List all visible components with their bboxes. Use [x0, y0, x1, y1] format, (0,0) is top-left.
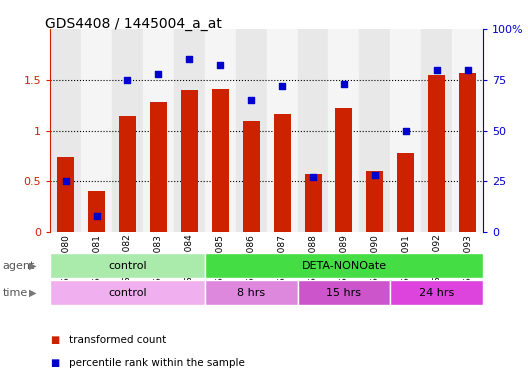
Point: [278, 83, 286, 89]
Text: transformed count: transformed count: [69, 335, 166, 345]
Point: [432, 66, 441, 73]
Point: [92, 213, 101, 219]
Text: time: time: [3, 288, 28, 298]
Bar: [174, 29, 205, 232]
Point: [185, 56, 194, 62]
Bar: [298, 29, 328, 232]
Point: [371, 172, 379, 179]
Bar: [305, 174, 322, 232]
Bar: [366, 171, 383, 232]
Point: [402, 127, 410, 134]
Point: [61, 178, 70, 184]
Bar: [428, 74, 445, 232]
Bar: [205, 29, 235, 232]
Bar: [150, 102, 167, 232]
Bar: [452, 29, 483, 232]
Point: [154, 71, 163, 77]
Bar: [205, 280, 298, 305]
Point: [340, 81, 348, 87]
Bar: [390, 280, 483, 305]
Bar: [243, 121, 260, 232]
Text: ▶: ▶: [29, 288, 36, 298]
Bar: [119, 116, 136, 232]
Bar: [112, 29, 143, 232]
Bar: [459, 73, 476, 232]
Point: [123, 76, 131, 83]
Bar: [298, 280, 390, 305]
Bar: [81, 29, 112, 232]
Text: ■: ■: [50, 358, 60, 368]
Bar: [421, 29, 452, 232]
Text: control: control: [108, 261, 147, 271]
Text: ■: ■: [50, 335, 60, 345]
Bar: [205, 253, 483, 278]
Bar: [50, 280, 205, 305]
Bar: [274, 114, 290, 232]
Bar: [181, 90, 198, 232]
Text: DETA-NONOate: DETA-NONOate: [301, 261, 386, 271]
Bar: [360, 29, 390, 232]
Text: control: control: [108, 288, 147, 298]
Point: [216, 62, 224, 68]
Text: agent: agent: [3, 261, 35, 271]
Bar: [143, 29, 174, 232]
Bar: [390, 29, 421, 232]
Point: [247, 97, 256, 103]
Text: percentile rank within the sample: percentile rank within the sample: [69, 358, 244, 368]
Bar: [397, 153, 414, 232]
Bar: [335, 108, 353, 232]
Text: ▶: ▶: [29, 261, 36, 271]
Point: [309, 174, 317, 180]
Text: 15 hrs: 15 hrs: [326, 288, 362, 298]
Point: [464, 66, 472, 73]
Bar: [235, 29, 267, 232]
Bar: [57, 157, 74, 232]
Bar: [212, 89, 229, 232]
Bar: [50, 29, 81, 232]
Text: GDS4408 / 1445004_a_at: GDS4408 / 1445004_a_at: [45, 17, 222, 31]
Bar: [50, 253, 205, 278]
Text: 24 hrs: 24 hrs: [419, 288, 455, 298]
Bar: [328, 29, 360, 232]
Bar: [267, 29, 298, 232]
Text: 8 hrs: 8 hrs: [237, 288, 265, 298]
Bar: [88, 190, 105, 232]
